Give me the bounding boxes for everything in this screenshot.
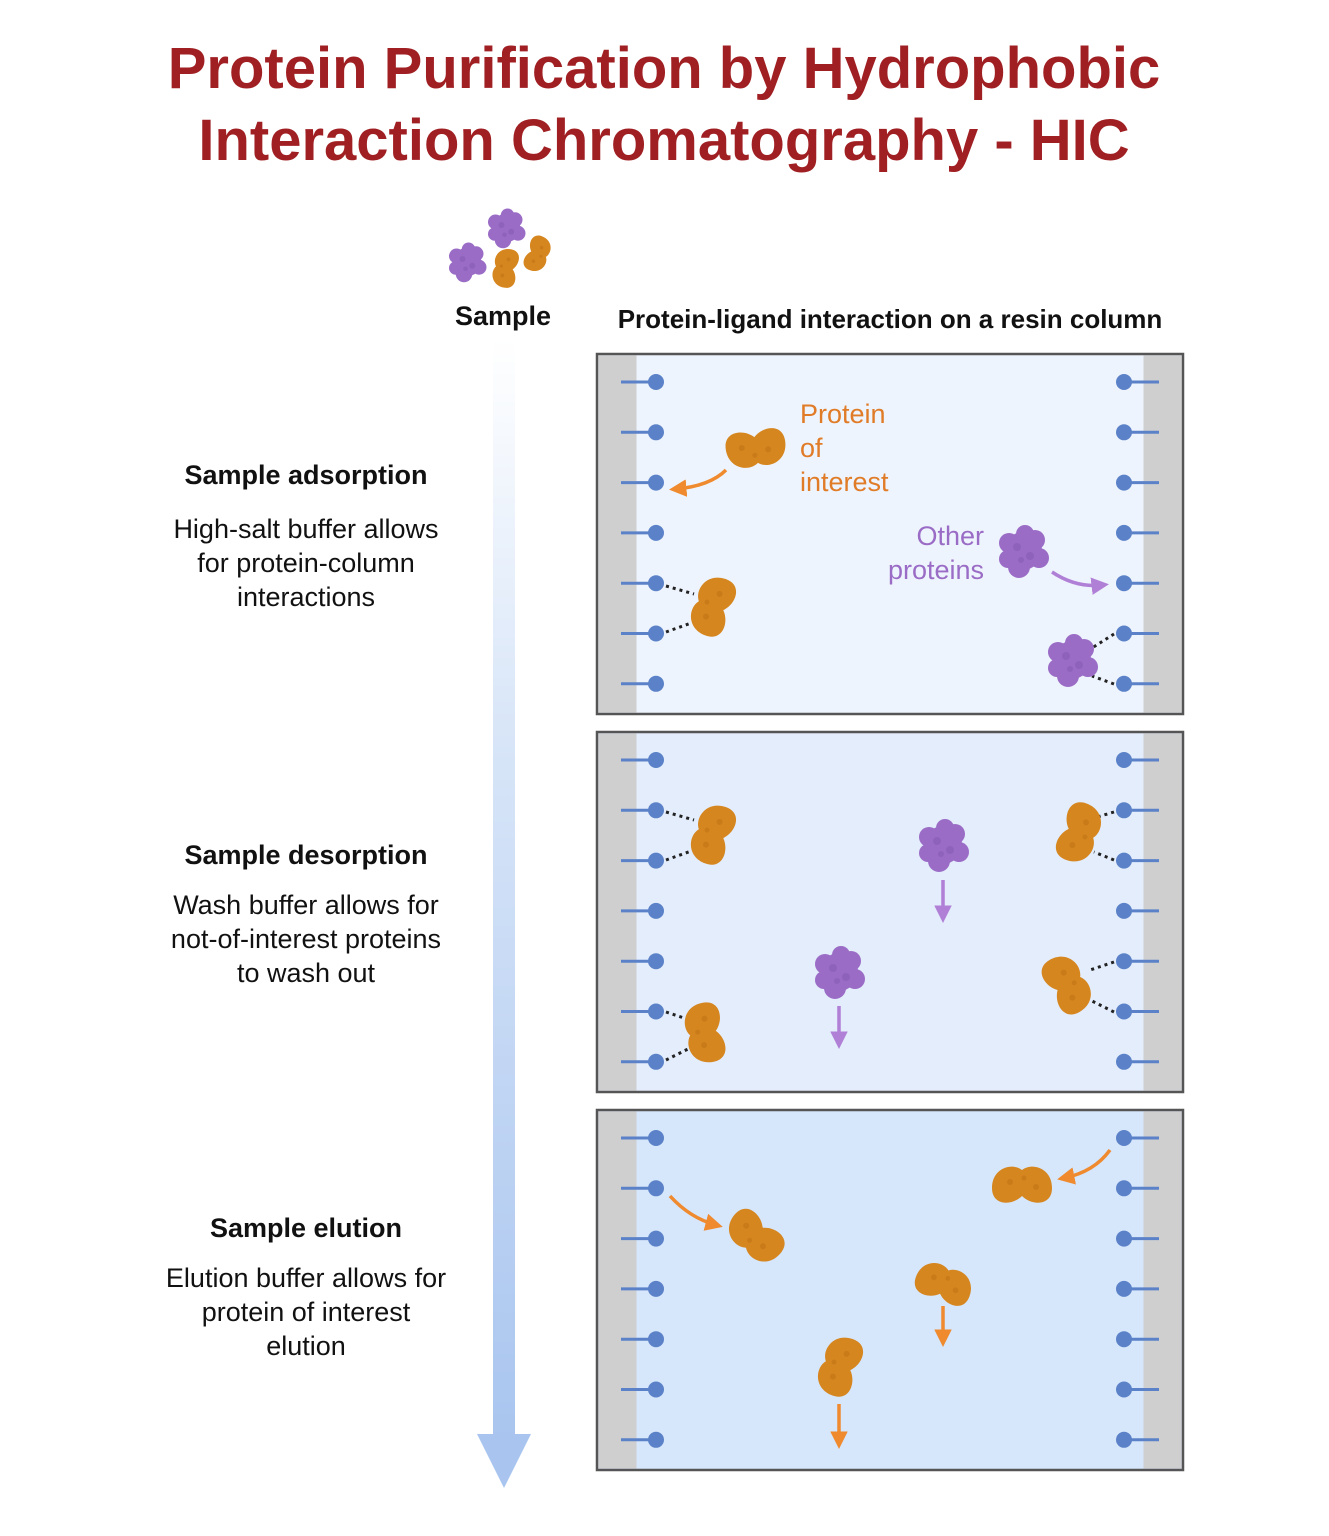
stage-adsorption-text: Sample adsorption High-salt buffer allow… [173,460,438,612]
ligand-bead-icon [621,675,664,692]
ligand-bead-icon [621,1431,664,1448]
stage-desc-line: elution [266,1331,346,1361]
stage-heading: Sample adsorption [184,460,427,490]
ligand-bead-icon [621,1053,664,1070]
label-other-proteins: Other [916,521,984,551]
ligand-bead-icon [1116,1431,1159,1448]
ligand-bead-icon [621,575,664,592]
column-header: Protein-ligand interaction on a resin co… [618,304,1163,334]
ligand-bead-icon [621,1130,664,1146]
stage-desc-line: interactions [237,582,375,612]
panel-adsorption-content: Protein of interest Other proteins [665,399,1115,687]
stage-desc-line: protein of interest [202,1297,411,1327]
ligand-bead-icon [621,1381,664,1398]
ligand-bead-icon [1116,953,1159,970]
ligand-bead-icon [1116,1381,1159,1398]
ligand-bead-icon [1116,902,1159,919]
stage-desc-line: Elution buffer allows for [166,1263,446,1293]
ligand-bead-icon [1116,1003,1159,1020]
ligand-bead-icon [1116,802,1159,819]
ligand-bead-icon [1116,1053,1159,1070]
label-protein-of-interest: interest [800,467,889,497]
stage-desorption-text: Sample desorption Wash buffer allows for… [171,840,441,988]
label-protein-of-interest: of [800,433,823,463]
ligand-bead-icon [621,374,664,390]
ligand-bead-icon [1116,1230,1159,1247]
stage-heading: Sample elution [210,1213,402,1243]
resin-column-panel [595,352,1185,716]
ligand-bead-icon [1116,625,1159,642]
panel-desorption-content [665,798,1115,1066]
stage-desc-line: High-salt buffer allows [173,514,438,544]
ligand-bead-icon [1116,1331,1159,1348]
ligand-bead-icon [621,802,664,819]
ligand-bead-icon [621,1230,664,1247]
ligand-bead-icon [621,902,664,919]
ligand-bead-icon [621,1280,664,1297]
ligand-bead-icon [621,852,664,869]
ligand-bead-icon [621,1003,664,1020]
ligand-bead-icon [1116,1130,1159,1146]
label-other-proteins: proteins [888,555,984,585]
ligand-bead-icon [1116,675,1159,692]
ligand-bead-icon [621,524,664,541]
ligand-bead-icon [621,474,664,491]
ligand-bead-icon [621,953,664,970]
ligand-bead-icon [1116,374,1159,390]
stage-desc-line: to wash out [237,958,376,988]
ligand-bead-icon [1116,1180,1159,1197]
column-panels [595,352,1185,1472]
ligand-bead-icon [621,1180,664,1197]
label-protein-of-interest: Protein [800,399,886,429]
ligand-bead-icon [621,752,664,768]
stage-desc-line: Wash buffer allows for [173,890,439,920]
ligand-bead-icon [1116,424,1159,441]
ligand-bead-icon [1116,474,1159,491]
ligand-bead-icon [1116,575,1159,592]
ligand-bead-icon [1116,852,1159,869]
sample-icon [449,208,554,290]
sample-label: Sample [455,301,551,331]
ligand-bead-icon [1116,752,1159,768]
ligand-bead-icon [621,424,664,441]
figure-title-line-1: Protein Purification by Hydrophobic [168,36,1161,101]
stage-desc-line: not-of-interest proteins [171,924,441,954]
ligand-bead-icon [1116,1280,1159,1297]
flow-arrow-icon [477,338,531,1488]
panel-elution-content [668,1148,1112,1449]
ligand-bead-icon [1116,524,1159,541]
stage-elution-text: Sample elution Elution buffer allows for… [166,1213,446,1361]
figure-title-line-2: Interaction Chromatography - HIC [198,108,1129,173]
resin-column-panel [595,730,1185,1094]
stage-desc-line: for protein-column [197,548,415,578]
stage-heading: Sample desorption [184,840,427,870]
ligand-bead-icon [621,1331,664,1348]
ligand-bead-icon [621,625,664,642]
